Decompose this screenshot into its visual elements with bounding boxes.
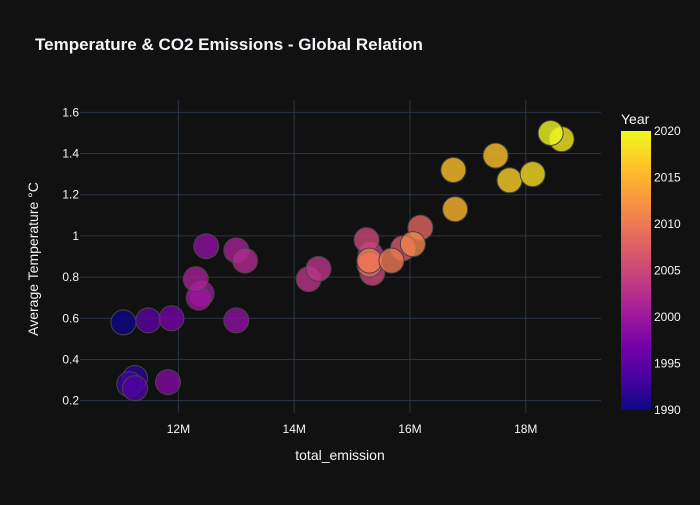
y-tick-label: 0.6 [62, 311, 79, 325]
y-tick-label: 1.6 [62, 105, 79, 119]
colorbar-tick-label: 2010 [654, 217, 681, 231]
y-tick-label: 0.2 [62, 394, 79, 408]
x-tick-label: 18M [514, 422, 537, 436]
data-point [158, 305, 185, 332]
data-point [223, 307, 250, 334]
x-tick-label: 14M [283, 422, 306, 436]
data-point [135, 307, 162, 334]
data-point [356, 247, 383, 274]
data-point [182, 266, 209, 293]
y-tick-label: 0.4 [62, 352, 79, 366]
data-point [537, 119, 564, 146]
x-tick-label: 16M [398, 422, 421, 436]
colorbar-gradient [621, 131, 651, 410]
data-point [378, 247, 405, 274]
y-tick-label: 0.8 [62, 270, 79, 284]
data-point [496, 167, 523, 194]
data-point [154, 369, 181, 396]
data-point [399, 231, 426, 258]
data-point [519, 161, 546, 188]
data-point [305, 255, 332, 282]
x-axis-ticks: 12M 14M 16M 18M [167, 422, 538, 436]
x-axis-label: total_emission [295, 447, 385, 463]
y-axis-label: Average Temperature °C [25, 182, 41, 336]
colorbar-tick-label: 1995 [654, 357, 681, 371]
data-point [110, 309, 137, 336]
chart-title: Temperature & CO2 Emissions - Global Rel… [35, 35, 423, 54]
colorbar-tick-label: 2005 [654, 264, 681, 278]
data-point [442, 196, 469, 223]
colorbar-title: Year [621, 111, 650, 127]
data-points [110, 119, 575, 402]
data-point [121, 375, 148, 402]
data-point [440, 157, 467, 184]
grid-lines [80, 100, 601, 413]
colorbar-ticks: 1990 1995 2000 2005 2010 2015 2020 [654, 124, 681, 417]
colorbar-tick-label: 1990 [654, 403, 681, 417]
colorbar-tick-label: 2015 [654, 171, 681, 185]
data-point [193, 233, 220, 260]
x-tick-label: 12M [167, 422, 190, 436]
colorbar-tick-label: 2000 [654, 310, 681, 324]
data-point [482, 142, 509, 169]
colorbar-tick-label: 2020 [654, 124, 681, 138]
y-axis-ticks: 0.2 0.4 0.6 0.8 1 1.2 1.4 1.6 [62, 105, 79, 407]
colorbar: Year 1990 1995 2000 2005 2010 2015 2020 [621, 111, 681, 417]
y-tick-label: 1 [72, 229, 79, 243]
y-tick-label: 1.2 [62, 188, 79, 202]
y-tick-label: 1.4 [62, 147, 79, 161]
data-point [231, 247, 258, 274]
